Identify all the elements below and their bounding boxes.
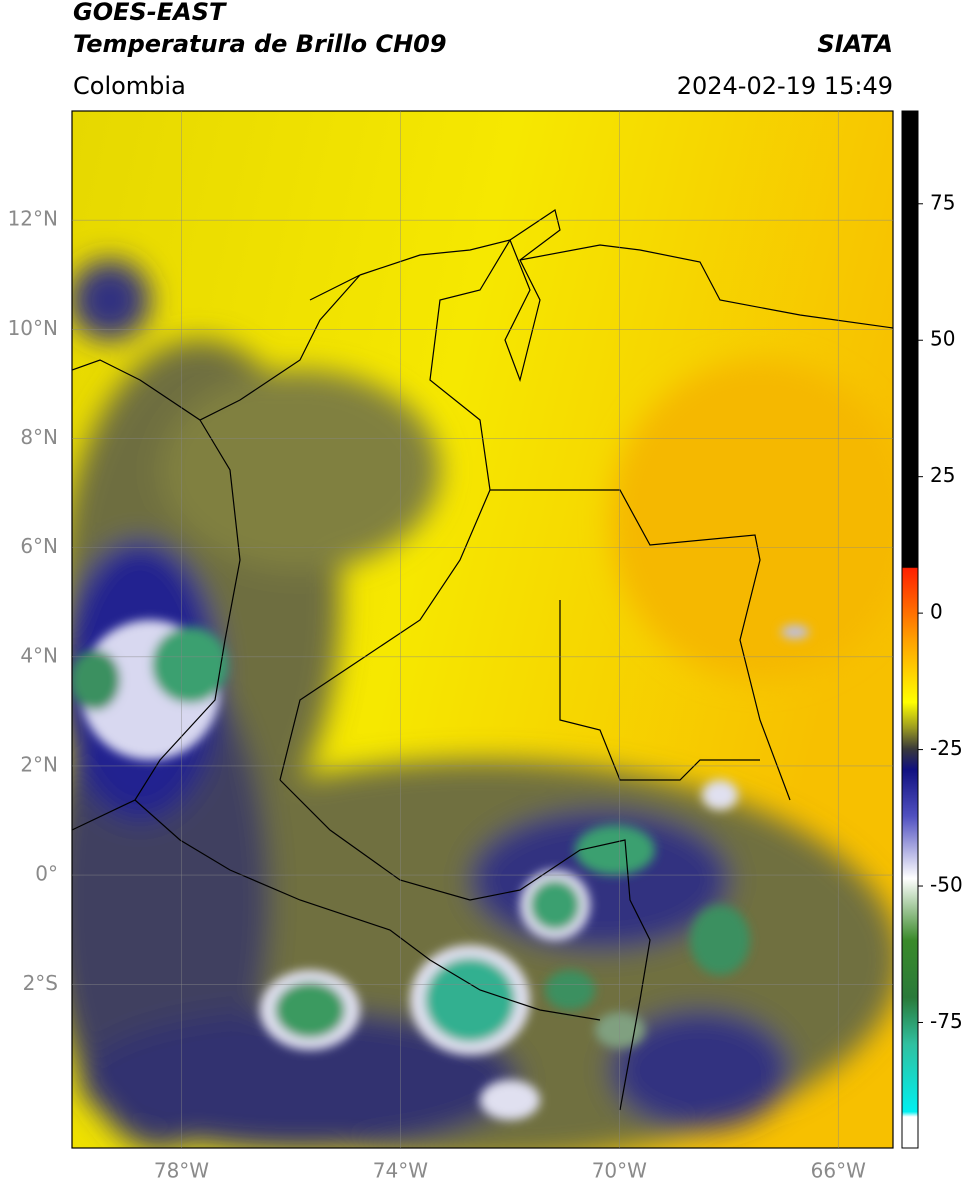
colorbar-tick-label: 25 [930,463,955,487]
colorbar-tick-label: -50 [930,873,963,897]
y-tick-label: 0° [35,862,58,886]
y-tick-label: 2°S [23,971,58,995]
colorbar-tick-label: -25 [930,736,963,760]
colorbar-tick-label: 75 [930,190,955,214]
x-tick-label: 78°W [154,1159,209,1183]
y-tick-label: 12°N [8,207,58,231]
region: Colombia [73,72,186,100]
x-tick-label: 70°W [592,1159,647,1183]
x-tick-label: 66°W [811,1159,866,1183]
colorbar-tick-label: 0 [930,600,943,624]
map-frame [71,110,894,1149]
colorbar-tick-label: -75 [930,1009,963,1033]
y-tick-label: 6°N [20,534,58,558]
x-tick-label: 74°W [373,1159,428,1183]
satellite-image [72,111,893,1148]
source: SIATA [817,30,893,58]
colorbar-tick-label: 50 [930,327,955,351]
y-tick-label: 8°N [20,425,58,449]
y-tick-label: 4°N [20,643,58,667]
y-tick-label: 2°N [20,752,58,776]
y-tick-label: 10°N [8,316,58,340]
title: GOES-EAST [73,0,227,26]
subtitle: Temperatura de Brillo CH09 [73,30,447,58]
colorbar [901,110,919,1149]
datetime: 2024-02-19 15:49 [677,72,893,100]
